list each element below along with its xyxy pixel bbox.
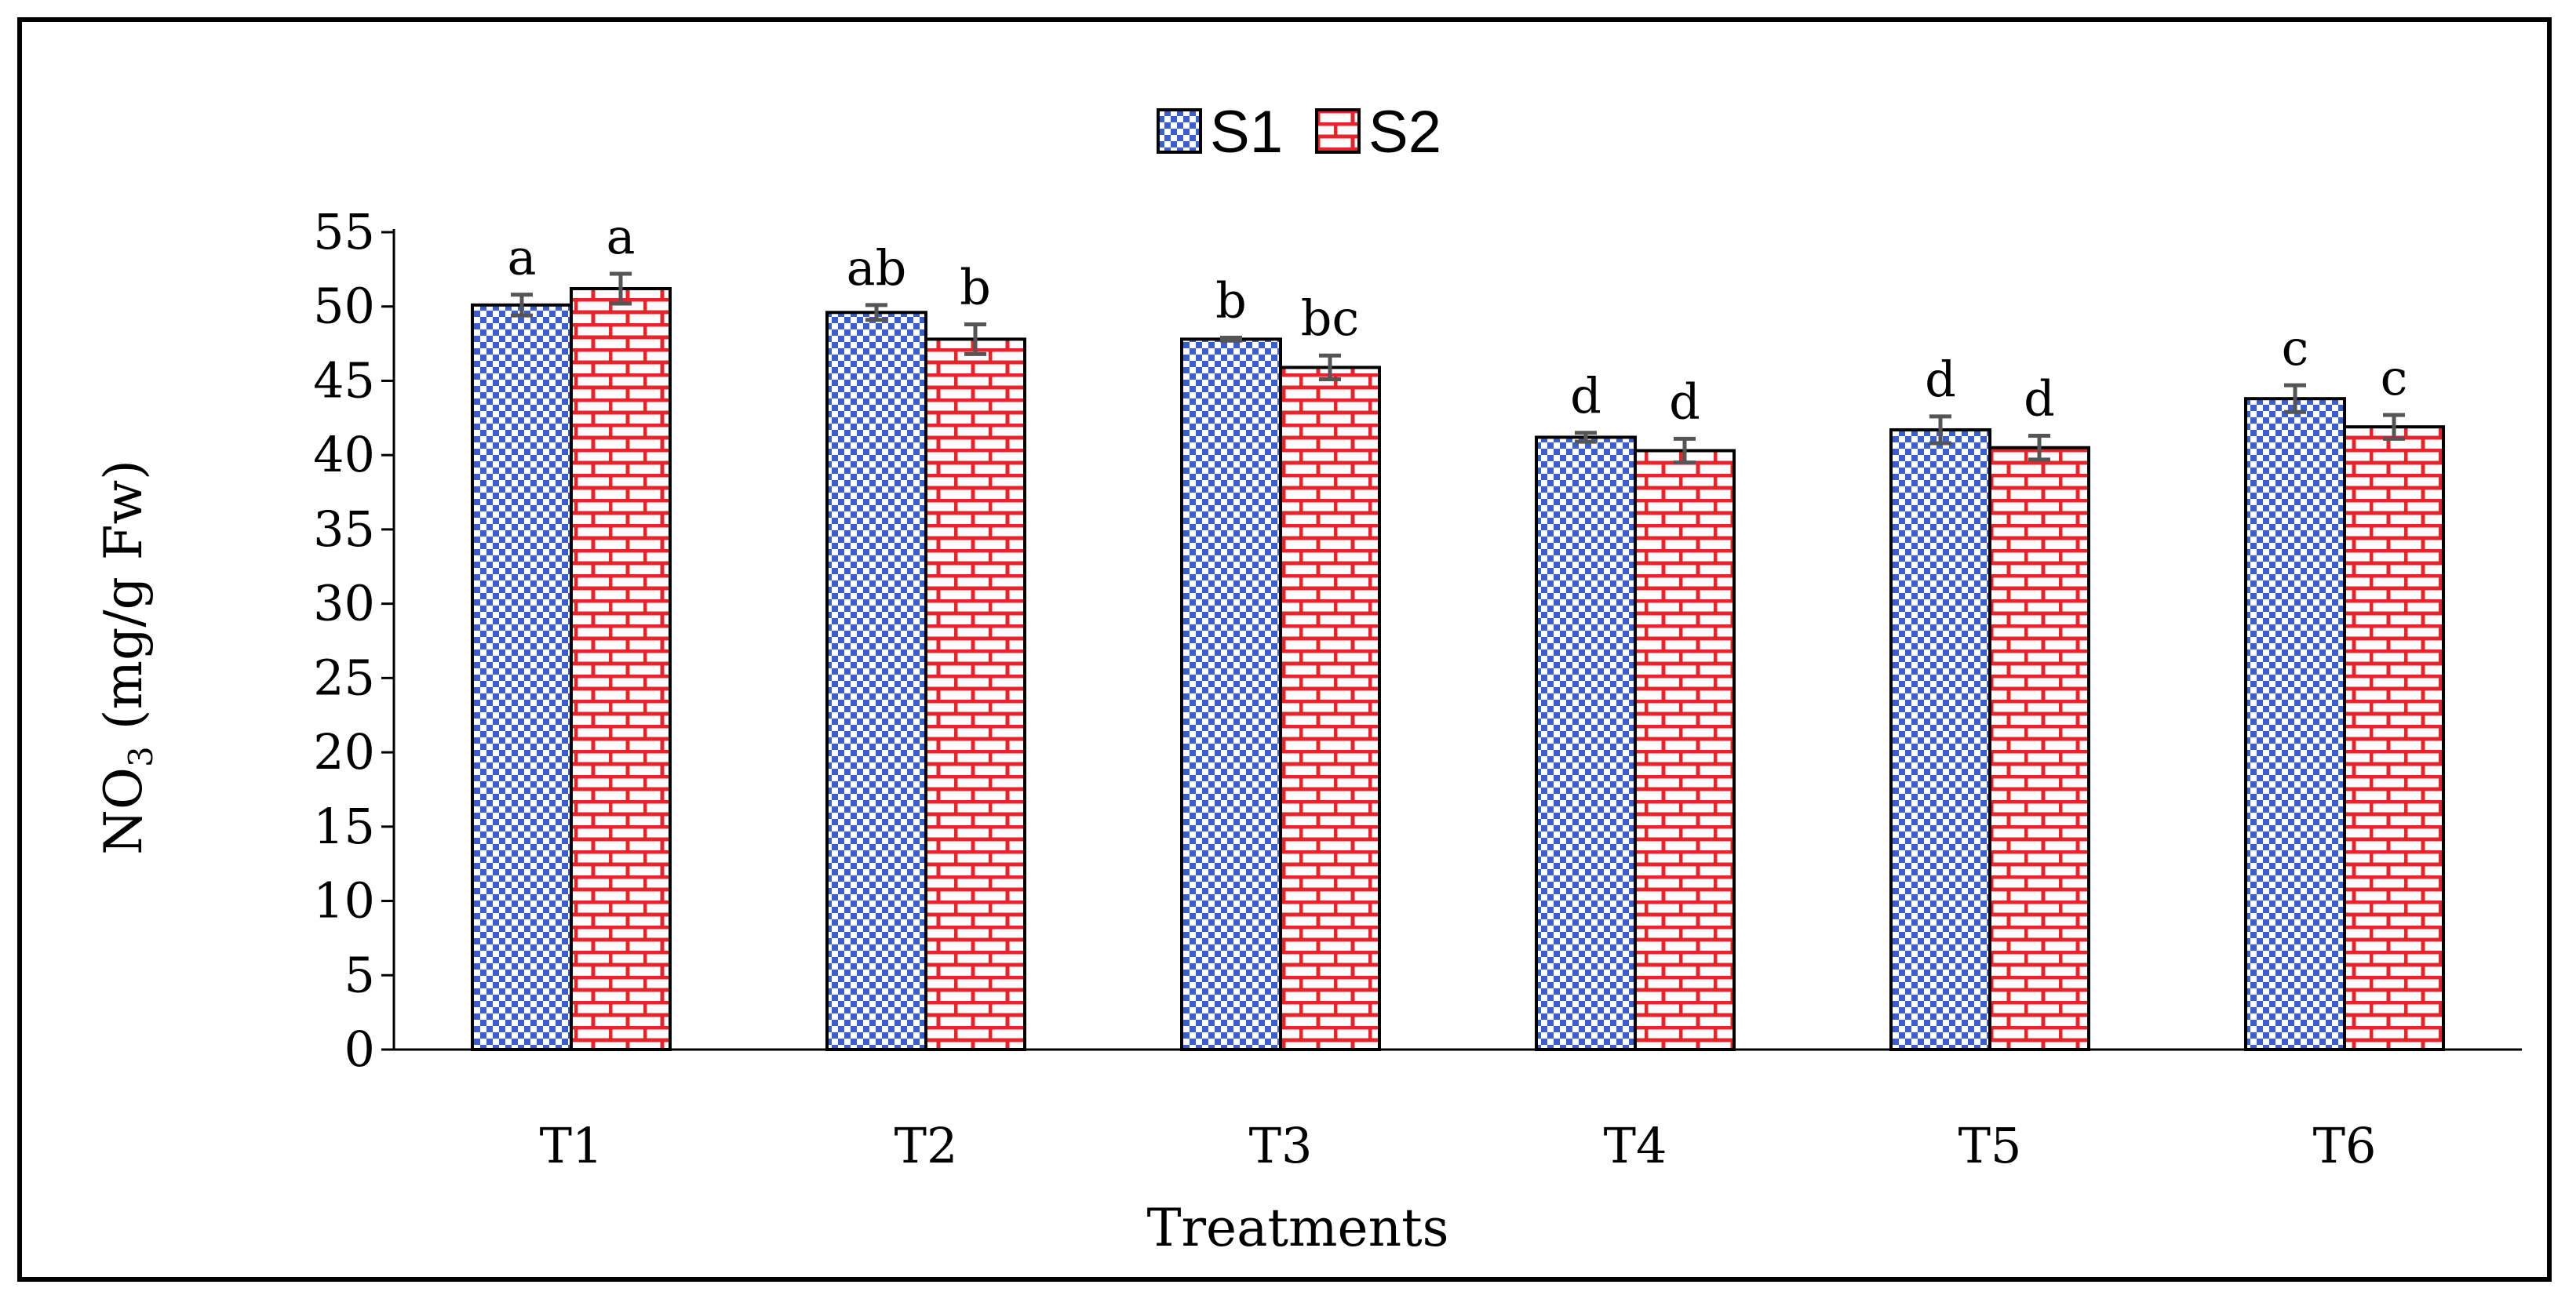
y-tick-label: 55 — [313, 203, 375, 260]
bar-s1-t1 — [471, 303, 573, 1052]
bar-s2-t6 — [2343, 425, 2445, 1051]
bar-s2-t3 — [1279, 366, 1381, 1051]
x-category-label: T6 — [2313, 1117, 2377, 1174]
legend-label-s2: S2 — [1368, 99, 1441, 166]
bar-s1-t5 — [1889, 428, 1991, 1051]
significance-label: d — [2024, 370, 2055, 428]
significance-label: d — [1570, 367, 1601, 424]
y-tick-label: 35 — [313, 500, 375, 558]
significance-label: b — [1215, 272, 1247, 329]
x-category-label: T3 — [1249, 1117, 1313, 1174]
legend-swatch-s2 — [1315, 108, 1361, 154]
legend-label-s1: S1 — [1210, 99, 1283, 166]
y-tick-label: 20 — [313, 723, 375, 780]
bar-s2-t1 — [570, 286, 672, 1051]
x-category-label: T1 — [540, 1117, 603, 1174]
x-category-label: T2 — [894, 1117, 958, 1174]
y-tick-label: 30 — [313, 575, 375, 632]
significance-label: a — [508, 229, 537, 286]
significance-label: c — [2381, 349, 2408, 406]
y-tick-label: 0 — [344, 1021, 375, 1078]
legend-swatch-s1 — [1157, 108, 1202, 154]
y-tick-label: 25 — [313, 649, 375, 706]
bar-s1-t3 — [1180, 337, 1282, 1051]
significance-label: b — [960, 258, 991, 315]
y-tick-label: 5 — [344, 946, 375, 1003]
significance-label: d — [1669, 373, 1700, 430]
chart-frame: S1 S2 NO3 (mg/g Fw) Treatments 0 5 10 15 20 2… — [17, 17, 2552, 1282]
y-tick-label: 50 — [313, 278, 375, 335]
x-category-label: T4 — [1604, 1117, 1667, 1174]
significance-label: bc — [1301, 289, 1359, 347]
significance-label: c — [2282, 319, 2309, 377]
y-tick-label: 45 — [313, 351, 375, 409]
y-tick-label: 10 — [313, 872, 375, 930]
y-axis-title: NO3 (mg/g Fw) — [93, 460, 160, 855]
y-tick-label: 40 — [313, 426, 375, 483]
bar-s2-t4 — [1634, 449, 1736, 1051]
y-tick-label: 15 — [313, 798, 375, 855]
x-category-label: T5 — [1958, 1117, 2022, 1174]
y-axis-title-rest: (mg/g Fw) — [93, 460, 154, 746]
x-axis-title: Treatments — [1146, 1198, 1448, 1258]
bar-s2-t5 — [1988, 446, 2090, 1051]
legend: S1 S2 — [1157, 99, 1441, 166]
bar-s1-t6 — [2244, 397, 2346, 1051]
y-axis-title-subscript: 3 — [122, 746, 160, 767]
bar-s1-t4 — [1535, 435, 1637, 1051]
significance-label: d — [1925, 351, 1956, 408]
bar-s1-t2 — [825, 311, 927, 1051]
bar-s2-t2 — [924, 337, 1026, 1051]
significance-label: ab — [847, 239, 907, 297]
bar-chart: S1 S2 NO3 (mg/g Fw) Treatments 0 5 10 15 20 2… — [93, 99, 2522, 1258]
y-axis-title-main: NO — [93, 767, 154, 855]
significance-label: a — [607, 208, 636, 265]
